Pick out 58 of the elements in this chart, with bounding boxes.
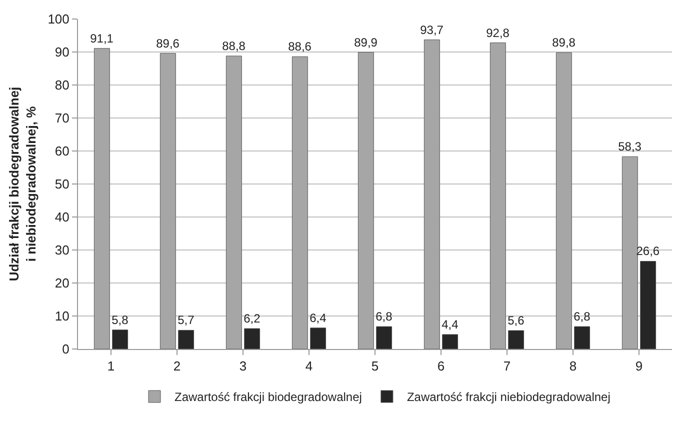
bar [424, 40, 440, 349]
data-label: 92,8 [486, 26, 510, 40]
bar [160, 53, 176, 349]
bar [574, 326, 590, 349]
x-tick-label: 1 [107, 358, 115, 374]
data-label: 6,4 [310, 310, 327, 325]
y-tick-label: 20 [54, 276, 70, 291]
bar [640, 260, 656, 349]
legend-label: Zawartość frakcji niebiodegradowalnej [406, 390, 610, 404]
bar [244, 328, 260, 349]
y-tick-label: 40 [54, 210, 70, 225]
y-axis-title: Udział frakcji biodegradowalnej i niebiodegradowalnej, % [6, 86, 39, 282]
bar [112, 330, 128, 349]
bar [376, 326, 392, 349]
bar [178, 330, 194, 349]
x-tick-label: 4 [305, 358, 313, 374]
legend-label: Zawartość frakcji biodegradowalnej [174, 390, 362, 404]
bar [622, 156, 638, 349]
data-label: 5,6 [508, 314, 525, 328]
data-label: 89,8 [552, 36, 576, 50]
data-label: 89,6 [156, 36, 180, 50]
x-tick-label: 8 [569, 358, 577, 374]
y-tick-label: 90 [54, 44, 70, 60]
bar [226, 56, 242, 349]
data-label: 58,3 [618, 140, 642, 154]
bar [358, 52, 374, 349]
x-tick-label: 7 [503, 358, 511, 374]
data-label: 4,4 [442, 317, 459, 332]
bar [292, 56, 308, 349]
x-tick-label: 6 [437, 358, 445, 374]
y-tick-label: 50 [54, 176, 70, 192]
bar [508, 330, 524, 349]
y-tick-label: 60 [54, 144, 70, 159]
data-label: 89,9 [354, 35, 378, 50]
y-tick-label: 70 [54, 110, 70, 126]
bar [442, 334, 458, 349]
x-tick-label: 3 [239, 358, 247, 374]
y-tick-label: 100 [48, 12, 70, 27]
y-tick-label: 80 [54, 78, 70, 93]
data-label: 6,2 [244, 312, 261, 326]
data-label: 88,8 [222, 38, 246, 53]
bar [556, 52, 572, 349]
data-label: 88,6 [288, 40, 312, 54]
data-label: 93,7 [420, 22, 444, 37]
bar [310, 328, 326, 349]
x-tick-label: 9 [635, 358, 643, 374]
bar [94, 48, 110, 349]
data-label: 91,1 [90, 31, 114, 46]
y-tick-label: 0 [62, 342, 70, 357]
data-label: 5,7 [178, 313, 195, 328]
y-tick-label: 30 [54, 242, 70, 258]
x-tick-label: 5 [371, 358, 379, 374]
data-label: 6,8 [376, 310, 393, 324]
data-label: 5,8 [112, 312, 129, 327]
bar [490, 42, 506, 349]
data-label: 6,8 [574, 310, 591, 324]
x-tick-label: 2 [173, 358, 181, 374]
y-tick-label: 10 [54, 308, 70, 324]
